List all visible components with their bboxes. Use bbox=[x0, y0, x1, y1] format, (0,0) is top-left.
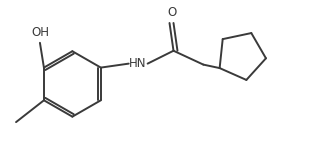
Text: HN: HN bbox=[129, 57, 147, 70]
Text: O: O bbox=[167, 6, 176, 19]
Text: OH: OH bbox=[31, 26, 49, 39]
